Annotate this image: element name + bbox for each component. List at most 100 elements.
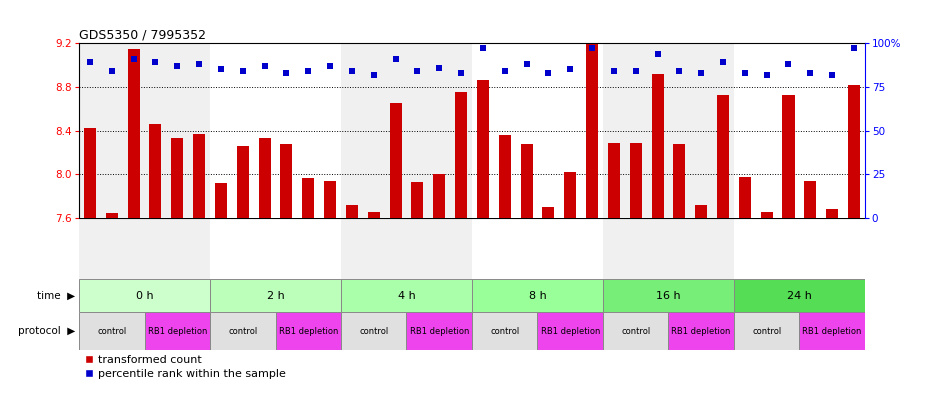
- Bar: [630, 143, 642, 218]
- Point: [300, 68, 315, 74]
- Bar: [210, 43, 341, 218]
- Point: [279, 70, 294, 76]
- Bar: [411, 182, 423, 218]
- Bar: [565, 172, 577, 218]
- Text: control: control: [752, 327, 781, 336]
- Point: [148, 59, 163, 66]
- Bar: [848, 85, 860, 218]
- Point: [759, 72, 774, 78]
- Bar: [472, 279, 603, 312]
- Point: [258, 63, 272, 69]
- Bar: [652, 74, 663, 218]
- Text: RB1 depletion: RB1 depletion: [409, 327, 469, 336]
- Bar: [302, 178, 314, 218]
- Text: RB1 depletion: RB1 depletion: [540, 327, 600, 336]
- Bar: [341, 218, 472, 279]
- Bar: [324, 181, 336, 218]
- Point: [366, 72, 381, 78]
- Legend: transformed count, percentile rank within the sample: transformed count, percentile rank withi…: [85, 355, 286, 379]
- Bar: [521, 144, 533, 218]
- Bar: [477, 81, 489, 218]
- Bar: [608, 143, 620, 218]
- Text: 2 h: 2 h: [267, 291, 285, 301]
- Bar: [603, 43, 734, 218]
- Point: [694, 70, 709, 76]
- Text: RB1 depletion: RB1 depletion: [803, 327, 862, 336]
- Point: [104, 68, 119, 74]
- Text: 0 h: 0 h: [136, 291, 153, 301]
- Text: time  ▶: time ▶: [37, 291, 75, 301]
- Bar: [259, 138, 271, 218]
- Point: [170, 63, 185, 69]
- Text: control: control: [97, 327, 126, 336]
- Bar: [79, 43, 210, 218]
- Point: [323, 63, 338, 69]
- Bar: [144, 312, 210, 350]
- Bar: [79, 279, 210, 312]
- Point: [671, 68, 686, 74]
- Point: [475, 45, 490, 51]
- Bar: [341, 279, 472, 312]
- Bar: [79, 312, 144, 350]
- Bar: [106, 213, 118, 218]
- Bar: [455, 92, 467, 218]
- Point: [737, 70, 752, 76]
- Bar: [738, 176, 751, 218]
- Point: [629, 68, 644, 74]
- Bar: [603, 218, 734, 279]
- Bar: [237, 146, 248, 218]
- Bar: [210, 312, 275, 350]
- Point: [563, 66, 578, 73]
- Bar: [538, 312, 603, 350]
- Bar: [210, 279, 341, 312]
- Bar: [669, 312, 734, 350]
- Point: [781, 61, 796, 67]
- Point: [83, 59, 98, 66]
- Point: [214, 66, 229, 73]
- Bar: [472, 43, 603, 218]
- Text: RB1 depletion: RB1 depletion: [671, 327, 731, 336]
- Text: 24 h: 24 h: [787, 291, 812, 301]
- Point: [388, 56, 403, 62]
- Bar: [390, 103, 402, 218]
- Point: [498, 68, 512, 74]
- Bar: [472, 312, 538, 350]
- Point: [606, 68, 621, 74]
- Bar: [150, 124, 162, 218]
- Bar: [734, 218, 865, 279]
- Bar: [603, 279, 734, 312]
- Text: RB1 depletion: RB1 depletion: [279, 327, 338, 336]
- Point: [519, 61, 534, 67]
- Point: [650, 51, 665, 57]
- Bar: [673, 144, 685, 218]
- Bar: [542, 207, 554, 218]
- Point: [825, 72, 840, 78]
- Bar: [193, 134, 206, 218]
- Point: [541, 70, 556, 76]
- Point: [410, 68, 425, 74]
- Point: [846, 45, 861, 51]
- Bar: [127, 49, 140, 218]
- Bar: [275, 312, 341, 350]
- Bar: [341, 312, 406, 350]
- Point: [715, 59, 730, 66]
- Bar: [433, 174, 445, 218]
- Bar: [79, 218, 210, 279]
- Bar: [800, 312, 865, 350]
- Text: control: control: [228, 327, 258, 336]
- Bar: [761, 211, 773, 218]
- Text: GDS5350 / 7995352: GDS5350 / 7995352: [79, 28, 206, 41]
- Bar: [734, 43, 865, 218]
- Bar: [826, 209, 838, 218]
- Bar: [734, 312, 800, 350]
- Bar: [586, 44, 598, 218]
- Bar: [84, 129, 96, 218]
- Text: 4 h: 4 h: [398, 291, 416, 301]
- Point: [432, 64, 446, 71]
- Point: [344, 68, 359, 74]
- Bar: [171, 138, 183, 218]
- Text: control: control: [490, 327, 519, 336]
- Bar: [341, 43, 472, 218]
- Bar: [281, 144, 292, 218]
- Point: [803, 70, 817, 76]
